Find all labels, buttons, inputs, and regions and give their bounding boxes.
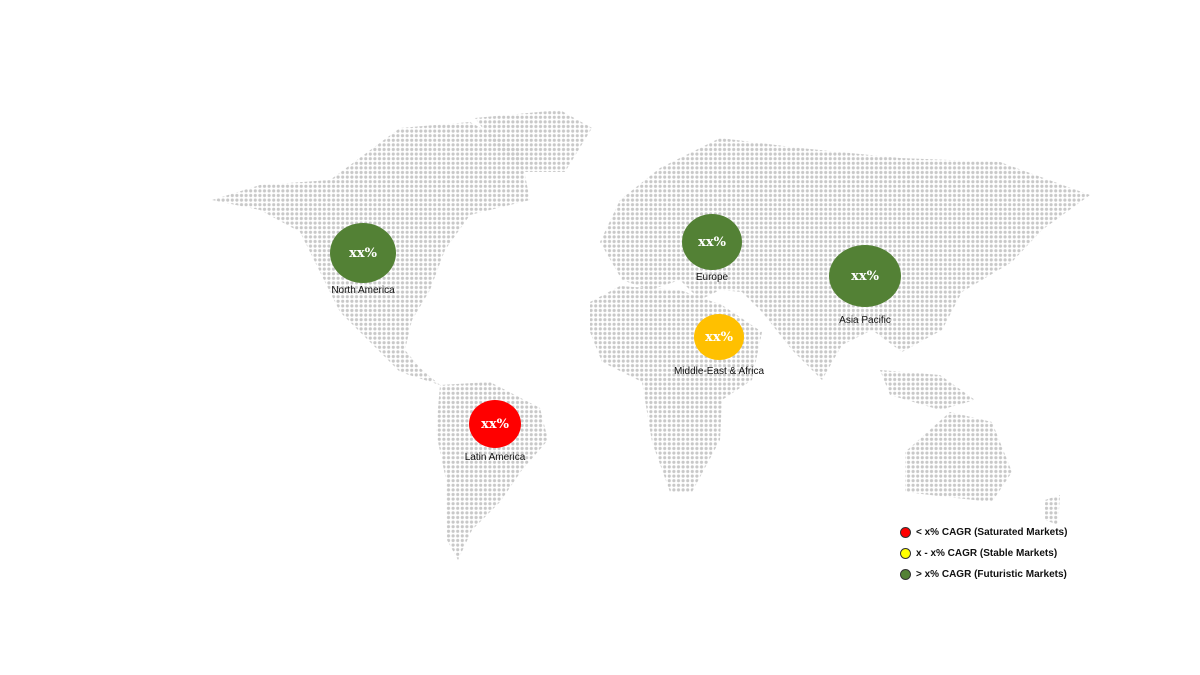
region-europe: xx% Europe: [682, 214, 742, 283]
region-value: xx%: [349, 246, 378, 261]
land-australia: [905, 412, 1012, 502]
legend: < x% CAGR (Saturated Markets) x - x% CAG…: [900, 522, 1067, 585]
land-new-zealand: [1045, 495, 1060, 525]
legend-label: < x% CAGR (Saturated Markets): [916, 527, 1068, 538]
region-bubble: [682, 214, 742, 270]
land-africa: [590, 286, 762, 492]
region-label: Latin America: [465, 452, 526, 463]
region-bubble: [469, 400, 521, 448]
land-southeast-asia: [880, 370, 975, 410]
legend-item-stable: x - x% CAGR (Stable Markets): [900, 543, 1067, 564]
region-bubble: [330, 223, 396, 283]
region-value: xx%: [705, 330, 734, 345]
legend-yellow-dot: [900, 548, 911, 559]
region-label: Europe: [696, 272, 729, 283]
legend-label: x - x% CAGR (Stable Markets): [916, 548, 1058, 559]
region-label: Asia Pacific: [839, 315, 891, 326]
region-value: xx%: [851, 269, 880, 284]
legend-green-dot: [900, 569, 911, 580]
region-value: xx%: [481, 417, 510, 432]
region-bubble: [829, 245, 901, 307]
region-north-america: xx% North America: [330, 223, 396, 296]
region-latin-america: xx% Latin America: [465, 400, 526, 463]
legend-item-saturated: < x% CAGR (Saturated Markets): [900, 522, 1067, 543]
region-label: North America: [331, 285, 395, 296]
region-label: Middle-East & Africa: [674, 366, 764, 377]
region-middle-east-africa: xx% Middle-East & Africa: [674, 314, 764, 377]
land-greenland: [475, 110, 592, 172]
region-value: xx%: [698, 235, 727, 250]
region-asia-pacific: xx% Asia Pacific: [829, 245, 901, 326]
legend-red-dot: [900, 527, 911, 538]
region-bubble: [694, 314, 744, 360]
legend-label: > x% CAGR (Futuristic Markets): [916, 569, 1067, 580]
legend-item-futuristic: > x% CAGR (Futuristic Markets): [900, 564, 1067, 585]
